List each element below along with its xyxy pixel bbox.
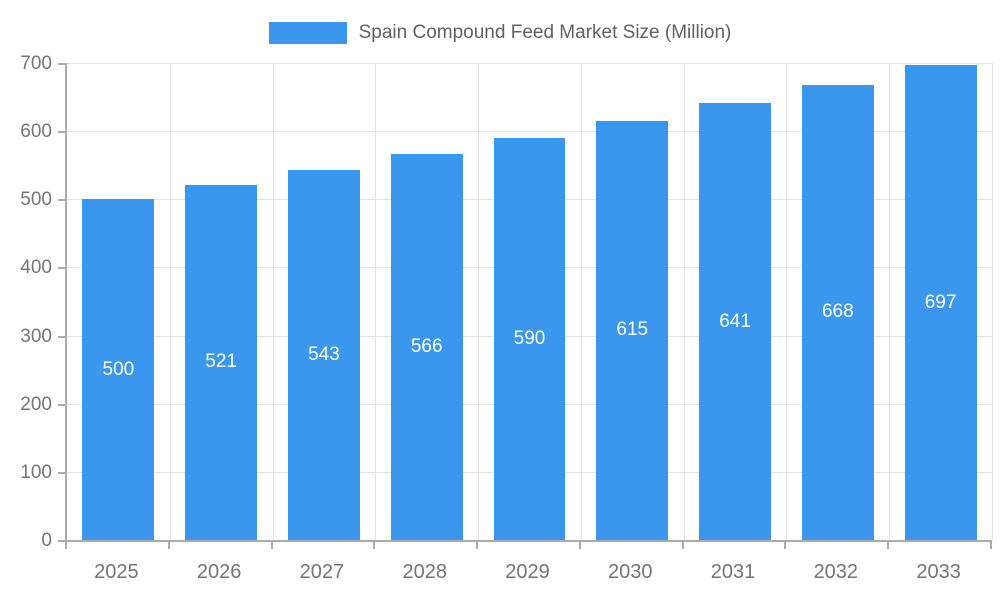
gridline-vertical <box>786 63 788 540</box>
bar-value-label: 668 <box>821 301 854 323</box>
x-tick-mark <box>476 542 479 549</box>
y-tick-label: 0 <box>41 530 52 551</box>
x-tick-label: 2030 <box>608 561 653 583</box>
gridline-horizontal <box>67 63 992 64</box>
x-tick-label: 2029 <box>505 561 550 583</box>
x-tick-mark <box>167 542 170 549</box>
x-tick-label: 2025 <box>94 561 139 583</box>
bar-value-label: 521 <box>205 351 237 373</box>
y-tick-mark <box>58 63 65 65</box>
x-tick-mark <box>784 542 787 549</box>
y-tick-label: 400 <box>20 257 52 279</box>
bar-value-label: 590 <box>513 327 546 349</box>
x-tick-mark <box>887 542 890 549</box>
x-tick-label: 2033 <box>916 561 961 583</box>
gridline-vertical <box>683 63 685 540</box>
x-tick-mark <box>65 542 67 549</box>
bar-value-label: 697 <box>924 291 957 313</box>
bar: 590 <box>493 137 566 540</box>
legend-swatch <box>268 22 347 44</box>
legend-label: Spain Compound Feed Market Size (Million… <box>358 22 732 43</box>
gridline-vertical <box>272 63 274 540</box>
y-tick-mark <box>58 199 65 202</box>
y-tick-label: 100 <box>20 461 52 483</box>
y-tick-label: 700 <box>20 53 52 74</box>
x-tick-mark <box>270 542 273 549</box>
gridline-vertical <box>889 63 891 540</box>
x-tick-mark <box>373 542 376 549</box>
bar: 543 <box>287 169 360 540</box>
bar-value-label: 615 <box>616 319 649 341</box>
x-tick-label: 2027 <box>299 561 345 583</box>
x-tick-label: 2028 <box>402 561 447 583</box>
bar-value-label: 641 <box>719 310 751 332</box>
bar: 668 <box>801 84 874 540</box>
gridline-vertical <box>478 63 480 540</box>
gridline-horizontal <box>67 131 992 133</box>
x-tick-label: 2031 <box>710 561 756 583</box>
x-tick-mark <box>990 542 992 549</box>
x-tick-mark <box>681 542 684 549</box>
bar: 521 <box>185 184 258 540</box>
gridline-vertical <box>375 63 377 540</box>
bar-value-label: 543 <box>308 343 340 365</box>
bar: 500 <box>82 199 155 540</box>
y-tick-label: 600 <box>20 121 52 143</box>
x-tick-mark <box>578 542 581 549</box>
y-tick-mark <box>58 403 65 406</box>
y-tick-mark <box>58 540 65 542</box>
bar-value-label: 566 <box>410 336 443 358</box>
bar: 697 <box>904 65 977 540</box>
y-tick-mark <box>58 335 65 338</box>
bar-value-label: 500 <box>102 358 135 380</box>
gridline-vertical <box>992 63 993 540</box>
bar: 615 <box>596 120 669 540</box>
x-tick-label: 2026 <box>196 561 242 583</box>
y-tick-mark <box>58 471 65 474</box>
gridline-vertical <box>580 63 582 540</box>
plot-area: 500 521 543 566 590 615 641 668 697 <box>65 63 993 542</box>
y-tick-mark <box>58 267 65 270</box>
y-tick-label: 300 <box>20 325 52 347</box>
y-tick-label: 500 <box>20 189 52 211</box>
bar: 641 <box>699 103 772 540</box>
bar: 566 <box>390 154 463 540</box>
x-tick-label: 2032 <box>813 561 859 583</box>
legend: Spain Compound Feed Market Size (Million… <box>0 18 1000 48</box>
y-tick-mark <box>58 131 65 134</box>
y-tick-label: 200 <box>20 393 52 415</box>
gridline-vertical <box>169 63 171 540</box>
